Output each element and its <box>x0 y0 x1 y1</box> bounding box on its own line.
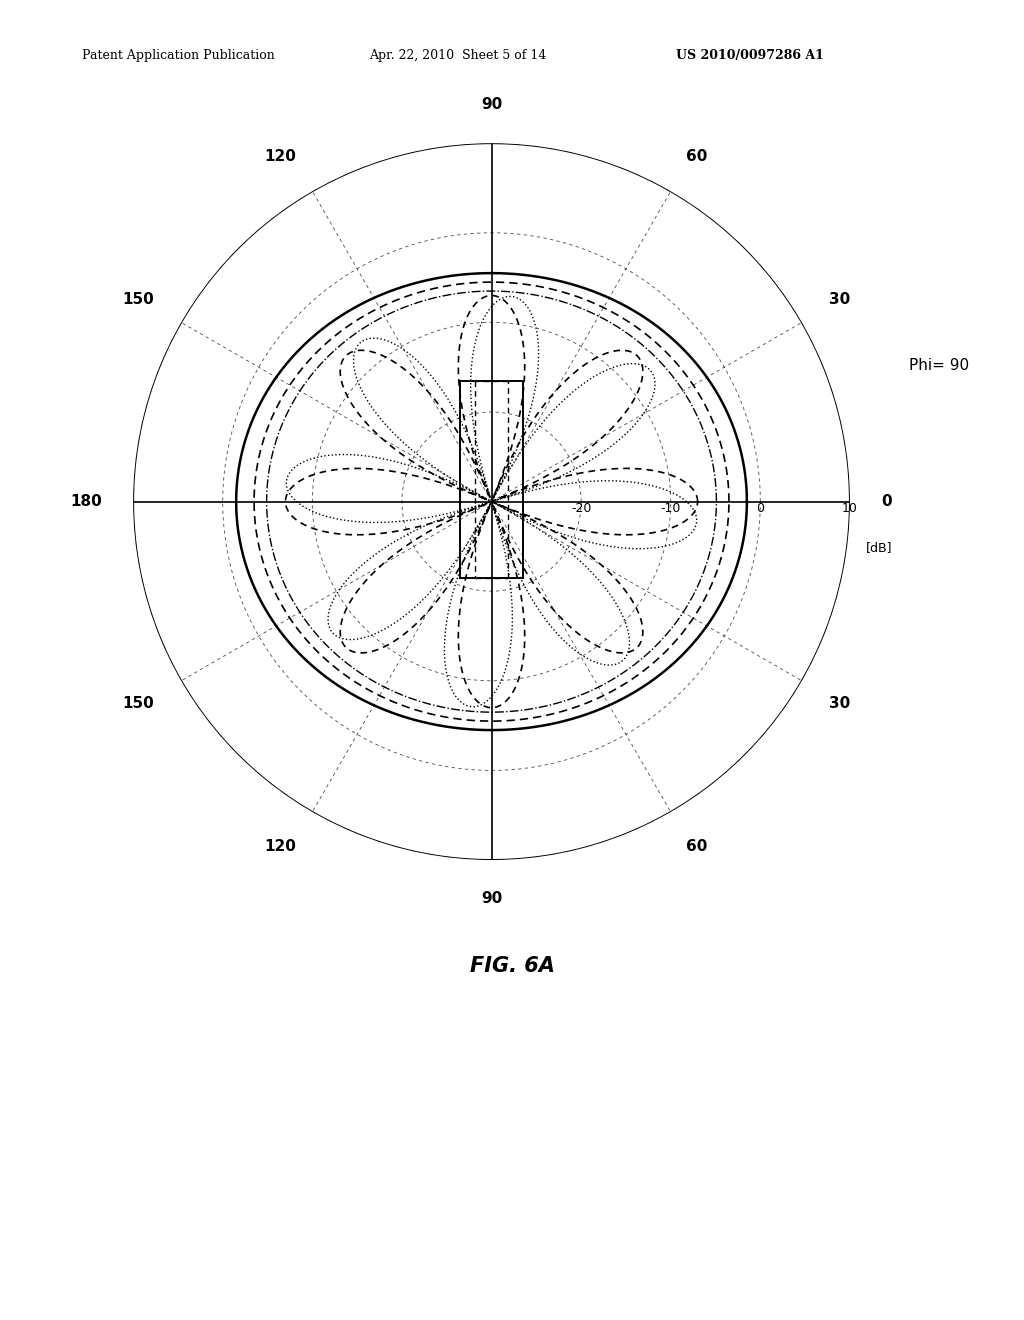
Text: 10: 10 <box>842 502 858 515</box>
Text: 120: 120 <box>265 840 297 854</box>
Text: Apr. 22, 2010  Sheet 5 of 14: Apr. 22, 2010 Sheet 5 of 14 <box>369 49 546 62</box>
Text: 0: 0 <box>882 494 892 510</box>
Text: Patent Application Publication: Patent Application Publication <box>82 49 274 62</box>
Text: US 2010/0097286 A1: US 2010/0097286 A1 <box>676 49 823 62</box>
Text: 60: 60 <box>686 149 708 164</box>
Text: [dB]: [dB] <box>865 541 892 554</box>
Text: 30: 30 <box>829 292 850 306</box>
Text: 30: 30 <box>829 697 850 711</box>
Text: 60: 60 <box>686 840 708 854</box>
Text: 150: 150 <box>122 292 154 306</box>
Text: -10: -10 <box>660 502 681 515</box>
Text: 0: 0 <box>757 502 764 515</box>
Text: 180: 180 <box>70 494 101 510</box>
Text: -20: -20 <box>571 502 591 515</box>
Text: Phi= 90: Phi= 90 <box>909 359 969 374</box>
Text: 150: 150 <box>122 697 154 711</box>
Text: 90: 90 <box>481 96 502 112</box>
Text: FIG. 6A: FIG. 6A <box>470 956 554 977</box>
Text: 90: 90 <box>481 891 502 907</box>
Text: 120: 120 <box>265 149 297 164</box>
